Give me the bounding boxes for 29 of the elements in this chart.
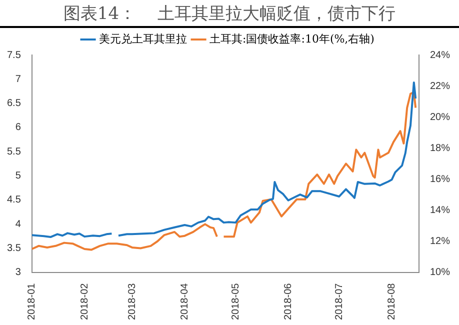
x-tick-label: 2018-03 — [126, 282, 138, 320]
y-tick-label: 7.5 — [6, 50, 22, 61]
y2-tick-label: 18% — [430, 142, 450, 154]
y2-tick-label: 12% — [430, 236, 450, 248]
y2-tick-label: 20% — [430, 112, 450, 123]
y-tick-label: 6 — [15, 122, 22, 134]
x-tick-label: 2018-01 — [26, 282, 38, 320]
y2-tick-label: 16% — [430, 174, 450, 185]
y-tick-label: 3 — [15, 267, 22, 278]
x-tick-label: 2018-07 — [334, 282, 345, 320]
y2-tick-label: 24% — [430, 50, 450, 61]
x-tick-label: 2018-05 — [230, 282, 242, 320]
y-tick-label: 6.5 — [6, 98, 22, 110]
y2-tick-label: 14% — [430, 204, 450, 216]
legend-label: 土耳其:国债收益率:10年(%,右轴) — [210, 32, 374, 46]
y-tick-label: 5.5 — [6, 146, 22, 158]
x-tick-label: 2018-02 — [79, 282, 90, 320]
y-tick-label: 7 — [15, 74, 22, 85]
y-tick-label: 4.5 — [6, 194, 22, 206]
y-tick-label: 3.5 — [6, 242, 22, 254]
chart-title: 图表14： 土耳其里拉大幅贬值，债市下行 — [0, 0, 459, 28]
x-tick-label: 2018-08 — [386, 282, 398, 320]
y-tick-label: 5 — [15, 170, 22, 182]
x-tick-label: 2018-04 — [179, 282, 190, 320]
legend-label: 美元兑土耳其里拉 — [99, 32, 188, 46]
y2-tick-label: 22% — [430, 80, 450, 92]
x-tick-label: 2018-06 — [283, 282, 294, 320]
y2-tick-label: 10% — [430, 267, 450, 278]
y-tick-label: 4 — [15, 218, 22, 230]
